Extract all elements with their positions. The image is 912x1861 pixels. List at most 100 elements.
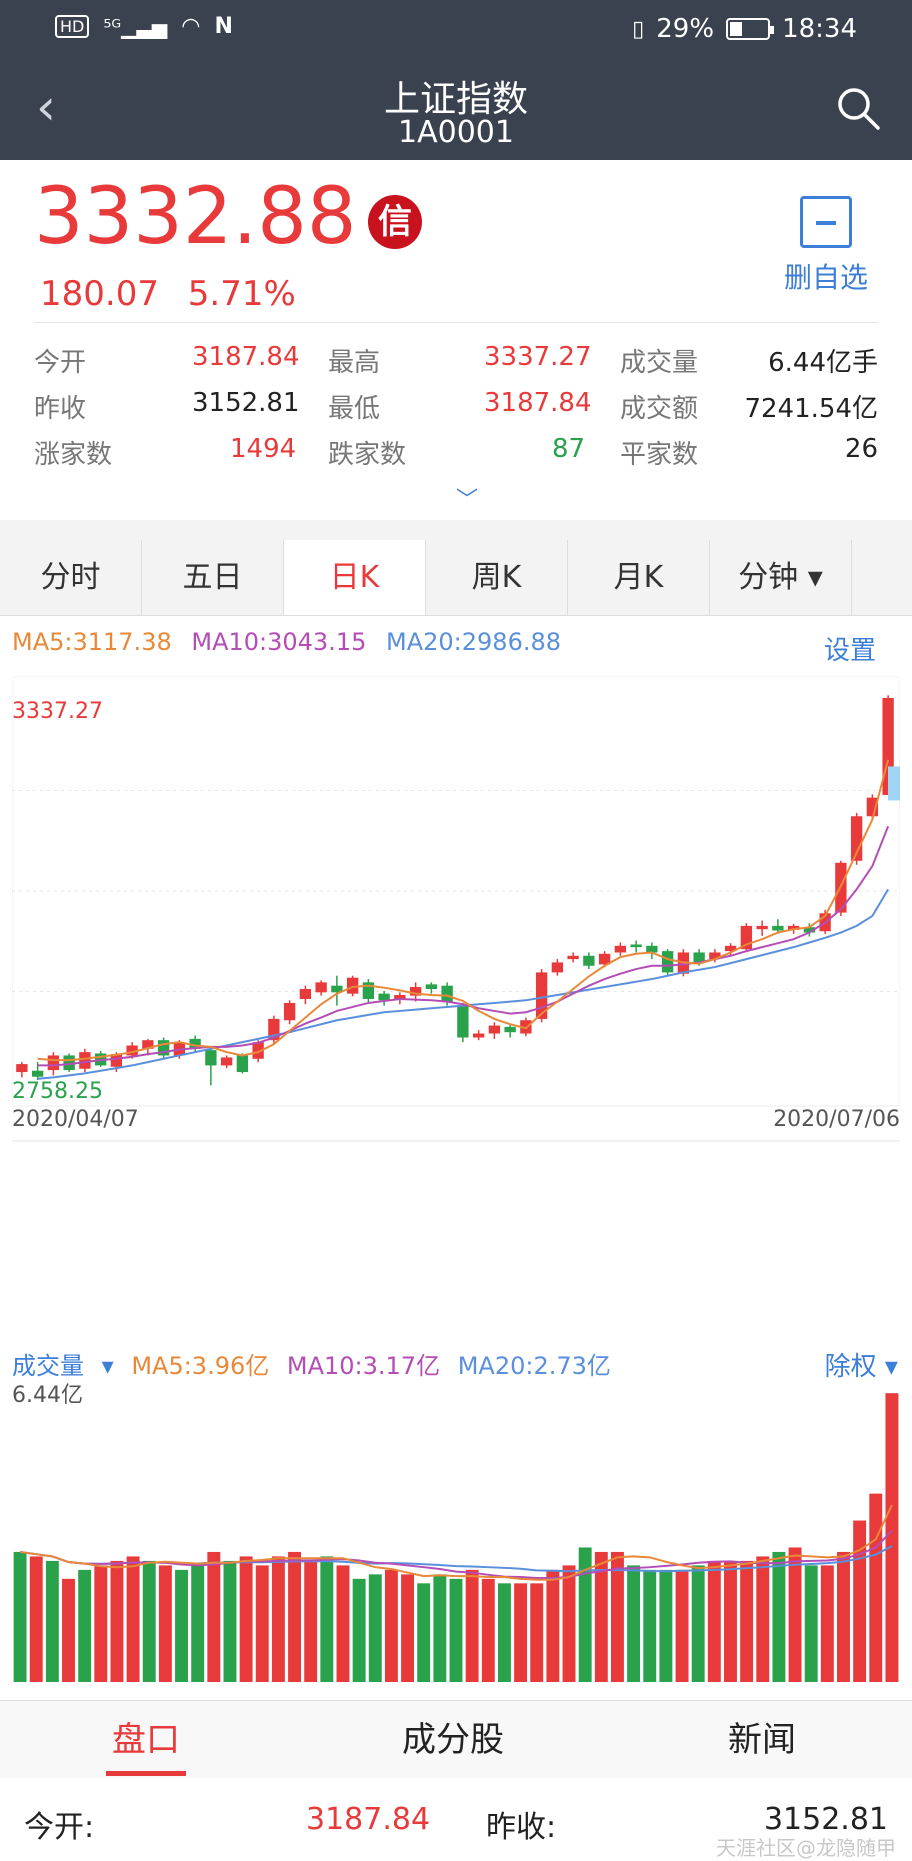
tab-monthly-k[interactable]: 月K: [568, 540, 710, 615]
candle-body: [709, 952, 721, 960]
candle-body: [283, 1002, 296, 1021]
candle-body: [346, 977, 359, 994]
tab-intraday[interactable]: 分时: [0, 540, 142, 615]
candle-body: [425, 984, 438, 990]
stat-value: 3187.84: [192, 342, 300, 372]
divider: [34, 322, 878, 323]
ex-rights-dropdown[interactable]: 除权 ▾: [824, 1352, 898, 1382]
stat-value: 3152.81: [192, 388, 300, 418]
page-title: 上证指数: [383, 79, 528, 120]
volume-bar: [223, 1560, 237, 1682]
tab-market-depth[interactable]: 盘口: [112, 1720, 180, 1760]
expand-chevron-icon[interactable]: ﹀: [456, 488, 479, 513]
min-price-label: 2758.25: [12, 1079, 103, 1104]
minus-icon: [800, 196, 852, 248]
battery-percent: 29%: [656, 14, 715, 44]
volume-bar: [13, 1551, 27, 1682]
back-icon[interactable]: ‹: [36, 78, 56, 136]
stat-value: 3187.84: [484, 388, 592, 418]
candle-body: [441, 985, 453, 1003]
tab-news[interactable]: 新闻: [728, 1720, 796, 1760]
volume-bar: [562, 1565, 576, 1682]
chart-frame: [12, 676, 900, 1107]
volume-label[interactable]: 成交量 ▾: [12, 1352, 114, 1380]
candle-body: [551, 962, 564, 973]
candle-body: [315, 982, 327, 993]
candle-body: [63, 1055, 75, 1071]
candle-body: [740, 925, 753, 950]
candle-body: [110, 1054, 123, 1067]
candle-body: [693, 952, 705, 963]
candle-body: [79, 1052, 91, 1069]
volume-bar: [110, 1560, 124, 1682]
volume-label-text: 成交量: [12, 1352, 84, 1380]
5g-signal-icon: ⁵ᴳ▁▃▅: [103, 14, 168, 39]
stat-label: 昨收: [34, 394, 87, 424]
open-label: 今开:: [24, 1810, 95, 1845]
volume-bar: [610, 1551, 624, 1682]
stat-value: 1494: [230, 434, 297, 464]
candle-body: [378, 993, 390, 1001]
change-value: 180.07: [40, 274, 159, 314]
active-tab-underline: [106, 1771, 186, 1776]
stat-value: 3337.27: [484, 342, 592, 372]
prev-close-label: 昨收:: [486, 1810, 557, 1845]
volume-bar: [853, 1520, 867, 1682]
stat-label: 平家数: [620, 440, 699, 470]
candle-body: [488, 1025, 501, 1034]
volume-bar: [352, 1578, 366, 1682]
wifi-icon: ◠: [181, 14, 201, 39]
volume-bar: [29, 1556, 43, 1682]
open-value: 3187.84: [306, 1802, 431, 1837]
volume-bar: [126, 1556, 140, 1682]
volume-bar: [837, 1551, 850, 1682]
volume-bar: [772, 1551, 786, 1682]
stats-row: 今开 3187.84 最高 3337.27 成交量 6.44亿手: [34, 336, 878, 382]
remove-watchlist-button[interactable]: 删自选: [776, 196, 876, 296]
candle-body: [772, 925, 784, 931]
volume-bar: [142, 1560, 156, 1682]
settings-link[interactable]: 设置: [823, 636, 876, 666]
ma10-line: [37, 825, 890, 1067]
volume-bar: [45, 1560, 59, 1682]
ex-rights-label: 除权: [824, 1352, 877, 1382]
volume-bar: [207, 1551, 221, 1682]
candle-body: [646, 945, 658, 953]
volume-bar: [514, 1583, 528, 1682]
period-tabs: 分时 五日 日K 周K 月K 分钟 ▾: [0, 540, 912, 616]
volume-bar: [368, 1574, 382, 1682]
candlestick-chart[interactable]: 3337.27 2758.25 2020/04/07 2020/07/06: [12, 676, 900, 1306]
candle-body: [252, 1042, 264, 1059]
stat-label: 最高: [328, 348, 381, 378]
candle-body: [268, 1018, 280, 1041]
candle-body: [362, 982, 375, 999]
volume-max-label: 6.44亿: [12, 1383, 83, 1408]
tab-weekly-k[interactable]: 周K: [426, 540, 568, 615]
candle-body: [236, 1055, 249, 1073]
search-icon[interactable]: [834, 84, 882, 132]
stats-row: 涨家数 1494 跌家数 87 平家数 26: [34, 428, 878, 474]
watermark: 天涯社区@龙隐随甲: [716, 1836, 896, 1860]
volume-bar: [481, 1578, 495, 1682]
ma5-line: [37, 759, 890, 1062]
tab-constituents[interactable]: 成分股: [402, 1720, 504, 1760]
stat-label: 跌家数: [328, 440, 407, 470]
volume-bar: [691, 1565, 705, 1682]
volume-bar: [449, 1578, 463, 1682]
vibrate-icon: ▯: [632, 16, 645, 42]
price-marker: [888, 766, 900, 801]
tab-five-day[interactable]: 五日: [142, 540, 284, 615]
tab-minute[interactable]: 分钟 ▾: [710, 540, 852, 615]
candle-body: [157, 1040, 170, 1056]
nfc-icon: N: [214, 14, 233, 39]
volume-bar: [158, 1565, 172, 1682]
volume-legend: 成交量 ▾ MA5:3.96亿 MA10:3.17亿 MA20:2.73亿: [12, 1346, 621, 1381]
volume-bar: [433, 1574, 447, 1682]
volume-chart[interactable]: 6.44亿: [12, 1376, 900, 1686]
stat-label: 成交量: [620, 348, 699, 378]
volume-bar: [659, 1569, 673, 1682]
volume-bar: [62, 1578, 75, 1682]
candle-body: [472, 1033, 485, 1038]
volume-bar: [401, 1574, 415, 1682]
tab-daily-k[interactable]: 日K: [284, 540, 426, 615]
